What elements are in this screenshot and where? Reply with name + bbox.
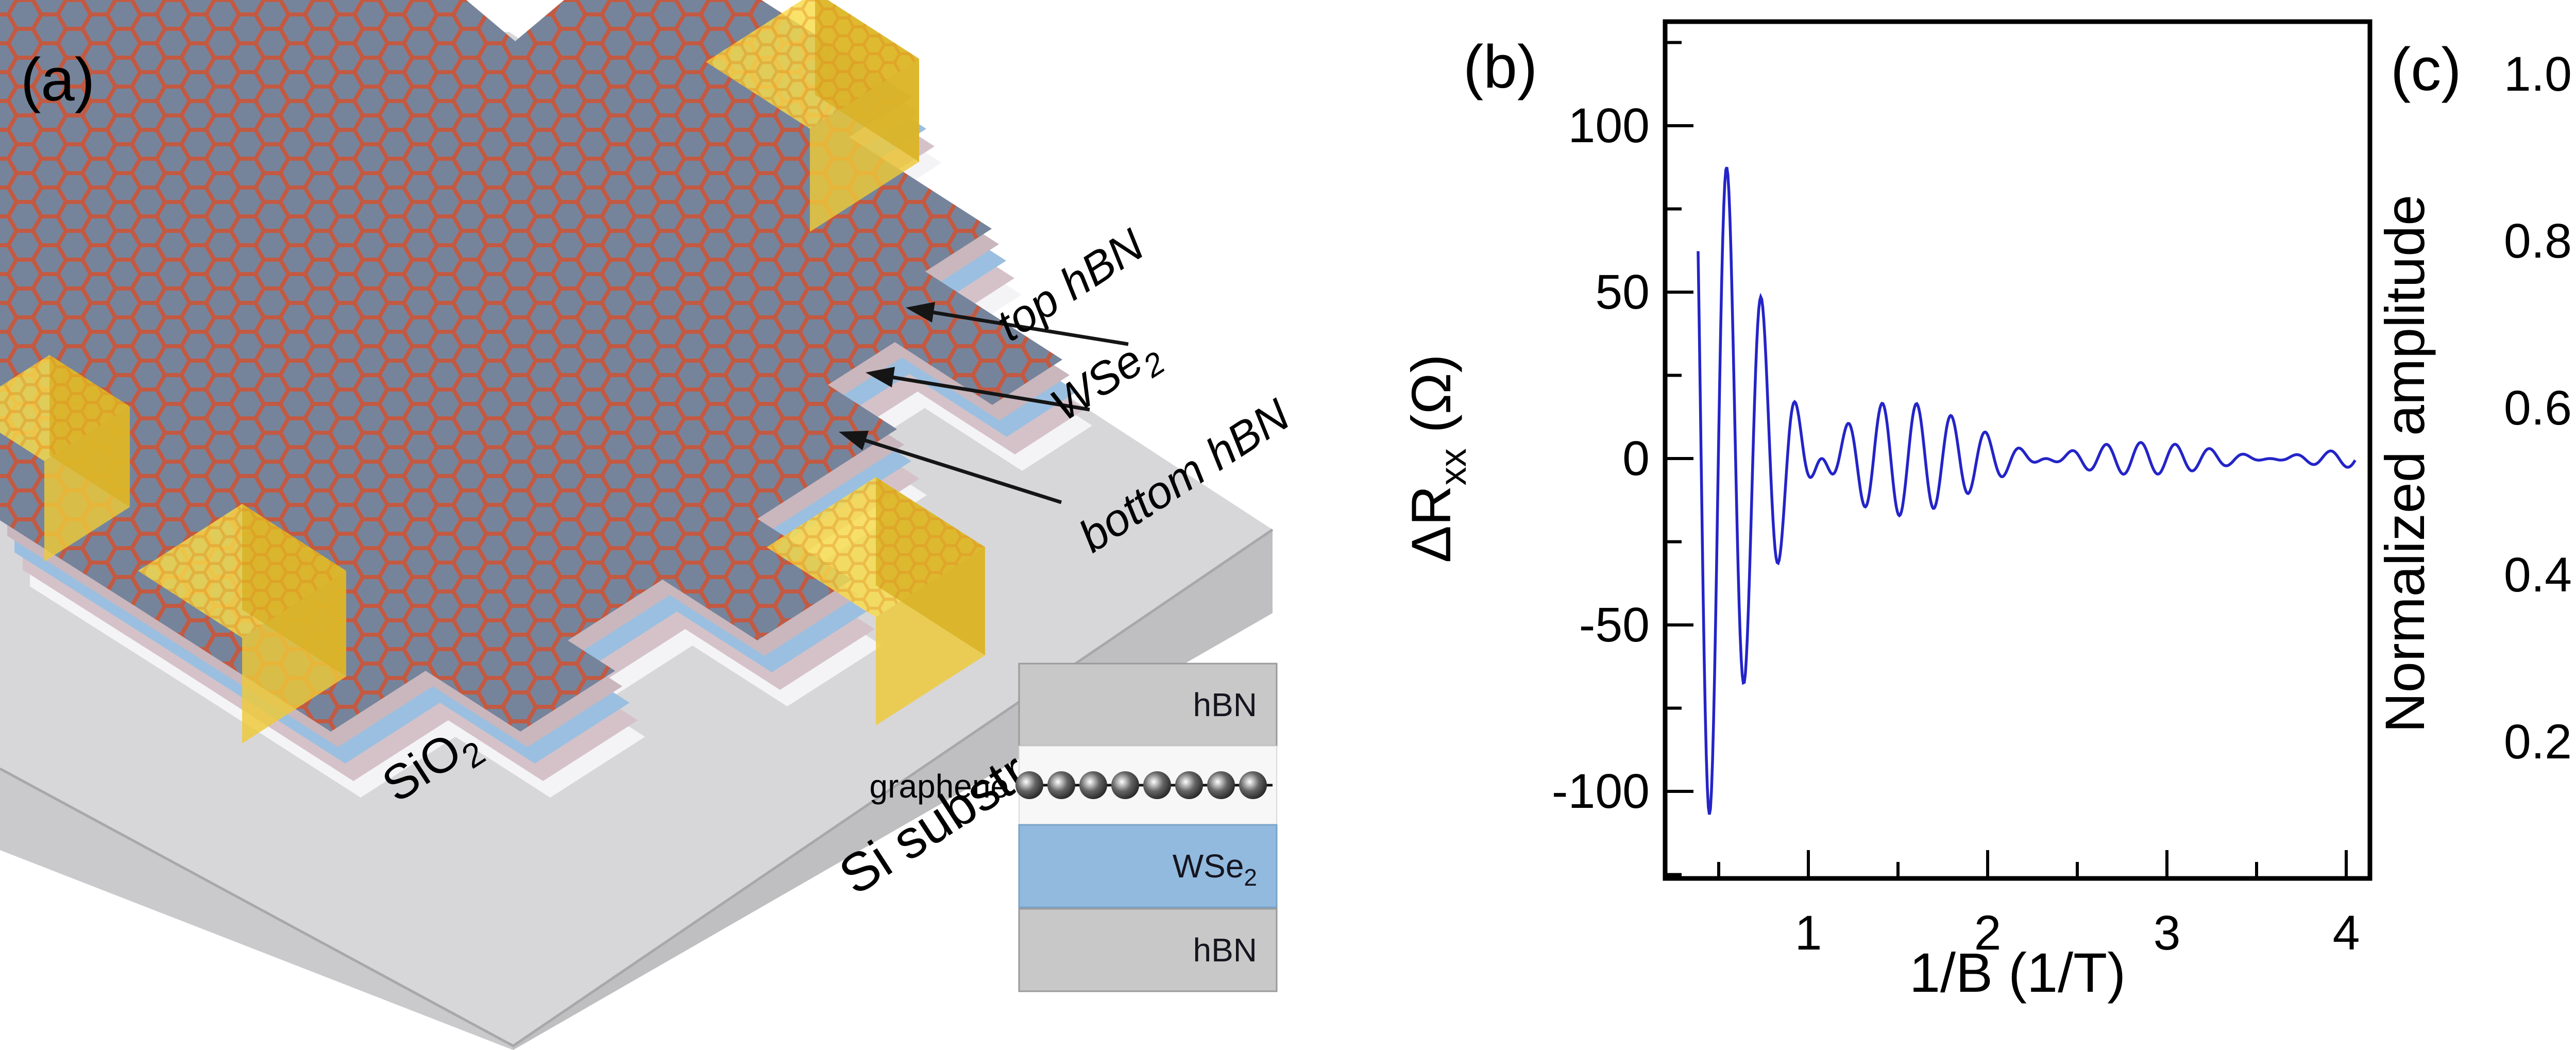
- layer-arrowheads: [839, 302, 935, 450]
- arrowhead-bottom-hbn: [839, 431, 869, 450]
- y-tick-label: 0.6: [2504, 381, 2572, 435]
- arrowhead-top-hbn: [906, 302, 935, 323]
- y-tick-label: -50: [1579, 598, 1650, 652]
- panel-b-axes: 1 2 3 4 100 50 0 -50 -100: [1552, 41, 2360, 960]
- inset-graphene-atoms: [1015, 771, 1267, 799]
- x-tick-label: 2: [1974, 906, 2002, 960]
- gold-mesh-overlay: [138, 504, 346, 638]
- panel-a-device-schematic: top hBN WSe2 bottom hBN SiO2 Si substrat…: [0, 0, 1298, 1050]
- x-tick-label: 3: [2154, 906, 2181, 960]
- y-tick-label: 1.0: [2504, 47, 2572, 101]
- panel-c-axes: 34567891.00.80.60.40.2: [2504, 47, 2572, 769]
- panel-c-fft-plot: 34567891.00.80.60.40.2 (c) Normalized am…: [2374, 36, 2572, 769]
- y-tick-label: 0.4: [2504, 548, 2572, 602]
- gold-mesh-overlay: [706, 0, 919, 129]
- panel-b-sdh-plot: 1 2 3 4 100 50 0 -50 -100 (b) ΔRxx (Ω) 1/B (1/T): [1400, 19, 2372, 1004]
- gold-contact-top: [706, 0, 919, 232]
- y-tick-label: 0: [1622, 431, 1650, 486]
- panel-b-curve-group: [1697, 166, 2357, 815]
- x-tick-label: 4: [2333, 906, 2360, 960]
- sdh-oscillation-curve: [1697, 166, 2357, 815]
- panel-a-label: (a): [21, 46, 95, 114]
- inset-wse2-bar: [1018, 824, 1278, 908]
- gold-mesh-overlay: [0, 355, 130, 461]
- panel-c-label: (c): [2391, 36, 2462, 104]
- y-tick-label: 0.8: [2504, 214, 2572, 268]
- panel-b-frame: [1663, 19, 2372, 881]
- panel-b-label: (b): [1463, 33, 1537, 101]
- y-tick-label: 100: [1568, 98, 1650, 153]
- y-tick-label: 50: [1595, 265, 1650, 319]
- layer-arrows: [845, 307, 1129, 504]
- gold-contact-left-big: [138, 504, 346, 743]
- arrow-wse2: [872, 372, 1090, 412]
- gold-contact-right-big: [767, 477, 985, 725]
- inset-hbn-bottom-bar: [1018, 908, 1278, 992]
- x-tick-label: 1: [1795, 906, 1822, 960]
- inset-wse2-label: WSe2: [1173, 848, 1257, 891]
- arrowhead-wse2: [866, 367, 895, 387]
- gold-mesh-overlay: [767, 477, 985, 617]
- panel-c-ylabel: Normalized amplitude: [2374, 195, 2436, 733]
- top-hbn-label: top hBN: [987, 218, 1153, 350]
- panel-b-xlabel: 1/B (1/T): [1909, 941, 2126, 1004]
- arrow-top-hbn: [912, 307, 1129, 346]
- stack-inset: hBN graphene WSe2 hBN: [870, 663, 1278, 992]
- y-tick-label: 0.2: [2504, 715, 2572, 769]
- panel-b-ylabel: ΔRxx (Ω): [1400, 354, 1474, 563]
- gold-contact-left-small: [0, 355, 130, 562]
- inset-graphene-label: graphene: [870, 768, 1009, 805]
- inset-hbn-bottom-label: hBN: [1193, 932, 1258, 969]
- arrow-bottom-hbn: [845, 432, 1062, 504]
- y-tick-label: -100: [1552, 764, 1650, 819]
- inset-hbn-top-label: hBN: [1193, 686, 1258, 723]
